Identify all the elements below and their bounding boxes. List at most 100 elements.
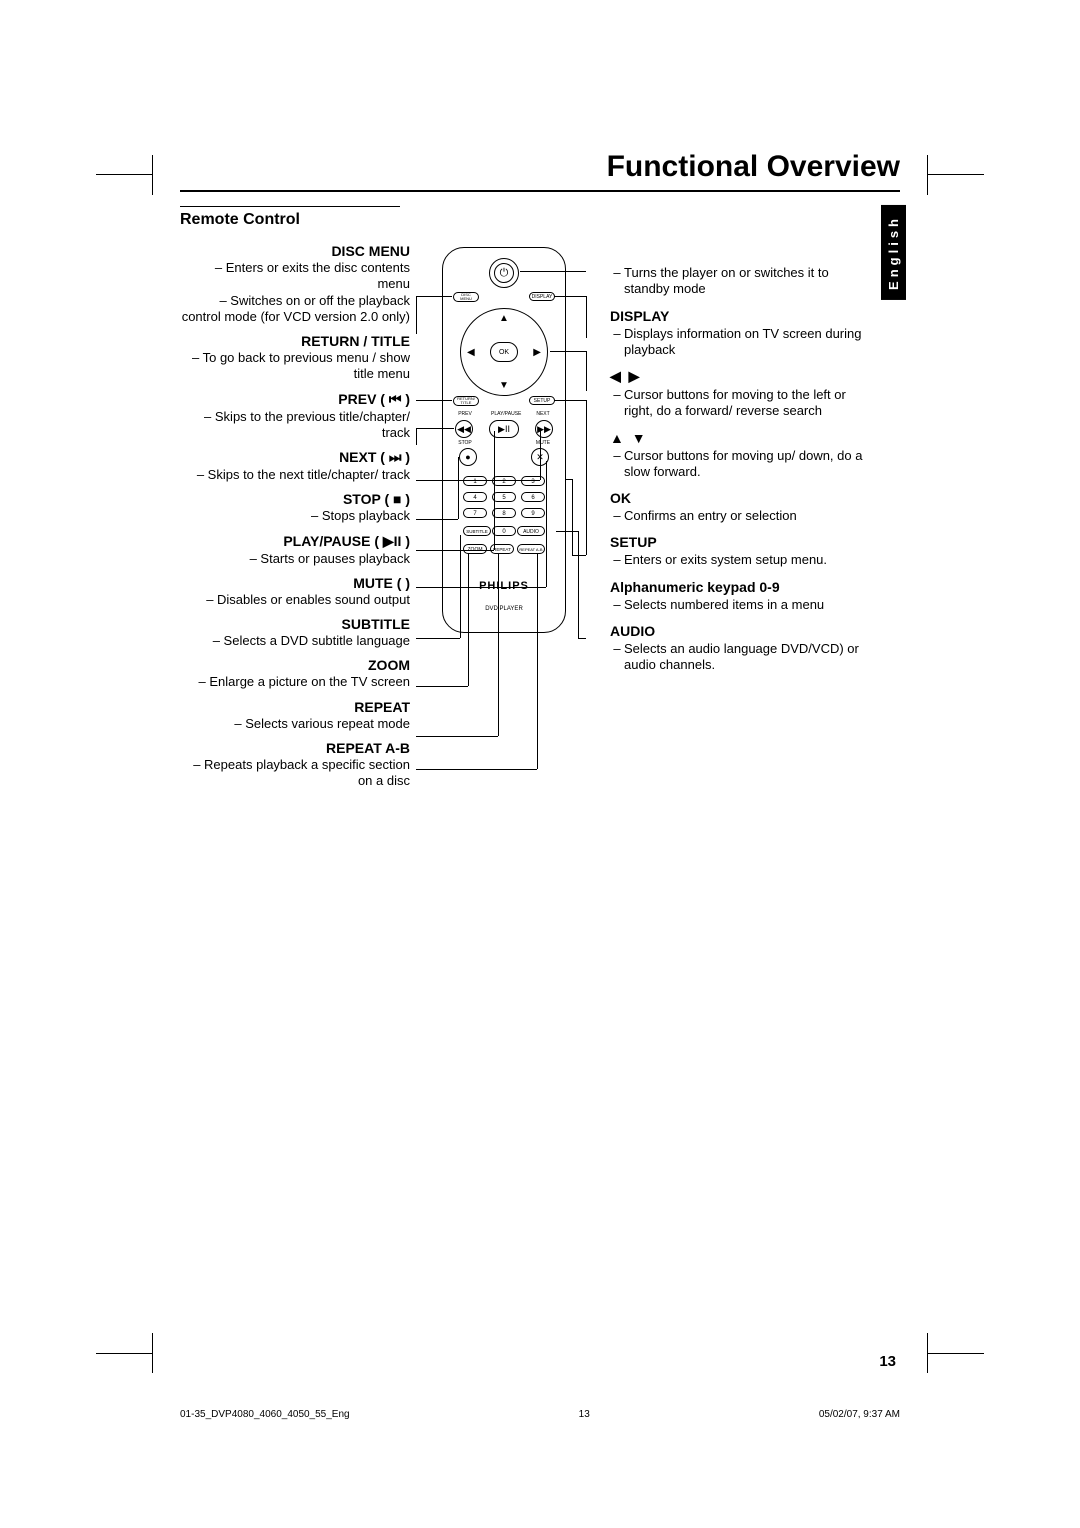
manual-page: Functional Overview English Remote Contr… (180, 150, 900, 1378)
left-item: MUTE ( )– Disables or enables sound outp… (180, 575, 410, 608)
power-button-icon: ⏻ (489, 258, 519, 288)
item-line: Cursor buttons for moving to the left or… (624, 387, 876, 420)
leader-line (578, 638, 586, 639)
left-item: REPEAT– Selects various repeat mode (180, 699, 410, 732)
footer-datetime: 05/02/07, 9:37 AM (819, 1409, 900, 1420)
remote-diagram-column: ⏻ DISCMENU DISPLAY ▲ ▼ ◀ ▶ OK RETURN/TIT… (418, 243, 588, 797)
item-line: Enters or exits system setup menu. (624, 552, 827, 568)
item-line: – Skips to the next title/chapter/ track (180, 467, 410, 483)
up-arrow-icon: ▲ (499, 313, 509, 324)
num-1: 1 (463, 476, 487, 486)
leader-line (460, 535, 461, 638)
item-line-row: –Selects numbered items in a menu (610, 597, 876, 613)
subtitle-btn: SUBTITLE (463, 526, 491, 536)
num-4: 4 (463, 492, 487, 502)
item-line: – Enlarge a picture on the TV screen (180, 674, 410, 690)
next-label: NEXT (530, 411, 556, 417)
leader-line (586, 296, 587, 338)
item-line: – Stops playback (180, 508, 410, 524)
item-line-row: –Selects an audio language DVD/VCD) or a… (610, 641, 876, 674)
item-line: Cursor buttons for moving up/ down, do a… (624, 448, 876, 481)
leader-line (416, 296, 452, 297)
item-line-row: –Cursor buttons for moving to the left o… (610, 387, 876, 420)
item-line: Selects numbered items in a menu (624, 597, 824, 613)
leader-line (416, 736, 498, 737)
item-heading: OK (610, 490, 876, 506)
item-heading: REPEAT (180, 699, 410, 715)
leader-line (458, 457, 459, 519)
leader-line (572, 555, 586, 556)
disc-menu-btn: DISCMENU (453, 292, 479, 302)
leader-line (416, 428, 417, 445)
right-item: –Turns the player on or switches it to s… (610, 265, 876, 298)
num-2: 2 (492, 476, 516, 486)
item-line: Displays information on TV screen during… (624, 326, 876, 359)
dash-icon: – (610, 552, 624, 568)
leader-line (468, 553, 469, 686)
zoom-btn: ZOOM (463, 544, 487, 554)
item-line-row: –Cursor buttons for moving up/ down, do … (610, 448, 876, 481)
down-arrow-icon: ▼ (499, 380, 509, 391)
leader-line (416, 296, 417, 334)
left-arrow-icon: ◀ (467, 347, 475, 358)
item-heading: MUTE ( ) (180, 575, 410, 591)
right-item: DISPLAY –Displays information on TV scree… (610, 308, 876, 359)
stop-label: STOP (452, 440, 478, 446)
item-line-row: –Enters or exits system setup menu. (610, 552, 876, 568)
item-line: Turns the player on or switches it to st… (624, 265, 876, 298)
left-item: RETURN / TITLE– To go back to previous m… (180, 333, 410, 383)
item-line: – Switches on or off the playback contro… (180, 293, 410, 326)
leader-line (556, 531, 578, 532)
playpause-label: PLAY/PAUSE (491, 411, 517, 417)
dash-icon: – (610, 448, 624, 481)
item-line: – To go back to previous menu / show tit… (180, 350, 410, 383)
page-title: Functional Overview (180, 150, 900, 192)
item-heading: ▲ ▼ (610, 430, 876, 446)
item-line: – Selects various repeat mode (180, 716, 410, 732)
item-line: Confirms an entry or selection (624, 508, 797, 524)
item-heading: DISPLAY (610, 308, 876, 324)
dash-icon: – (610, 508, 624, 524)
direction-pad: ▲ ▼ ◀ ▶ OK (460, 308, 548, 396)
num-0: 0 (492, 526, 516, 536)
right-item: ◀ ▶ –Cursor buttons for moving to the lef… (610, 368, 876, 420)
item-heading: NEXT ( ⏭ ) (180, 449, 410, 466)
dash-icon: – (610, 641, 624, 674)
stop-button-icon: ● (459, 448, 477, 466)
leader-line (416, 769, 537, 770)
num-6: 6 (521, 492, 545, 502)
page-number: 13 (879, 1353, 896, 1370)
item-heading: DISC MENU (180, 243, 410, 259)
right-arrow-icon: ▶ (533, 347, 541, 358)
leader-line (498, 553, 499, 736)
item-heading: SETUP (610, 534, 876, 550)
right-item: ▲ ▼ –Cursor buttons for moving up/ down, … (610, 430, 876, 481)
item-heading: RETURN / TITLE (180, 333, 410, 349)
repeat-ab-btn: REPEAT A-B (517, 544, 545, 554)
leader-line (494, 431, 495, 550)
return-title-btn: RETURN/TITLE (453, 396, 479, 406)
item-heading: ◀ ▶ (610, 368, 876, 385)
leader-line (578, 531, 579, 638)
prev-button-icon: ◀◀ (455, 420, 473, 438)
item-heading: STOP ( ■ ) (180, 491, 410, 507)
left-item: SUBTITLE– Selects a DVD subtitle languag… (180, 616, 410, 649)
leader-line (572, 479, 573, 555)
item-line: – Starts or pauses playback (180, 551, 410, 567)
display-btn: DISPLAY (529, 292, 555, 301)
right-item: SETUP –Enters or exits system setup menu. (610, 534, 876, 568)
left-item: ZOOM– Enlarge a picture on the TV screen (180, 657, 410, 690)
power-icon: ⏻ (494, 263, 514, 283)
num-7: 7 (463, 508, 487, 518)
leader-line (537, 553, 538, 769)
item-line: Selects an audio language DVD/VCD) or au… (624, 641, 876, 674)
item-heading: AUDIO (610, 623, 876, 639)
item-heading: ZOOM (180, 657, 410, 673)
ok-button: OK (490, 342, 518, 362)
dash-icon: – (610, 326, 624, 359)
item-heading: SUBTITLE (180, 616, 410, 632)
num-3: 3 (521, 476, 545, 486)
item-heading: PLAY/PAUSE ( ▶II ) (180, 533, 410, 550)
leader-line (566, 479, 572, 480)
right-item: OK –Confirms an entry or selection (610, 490, 876, 524)
